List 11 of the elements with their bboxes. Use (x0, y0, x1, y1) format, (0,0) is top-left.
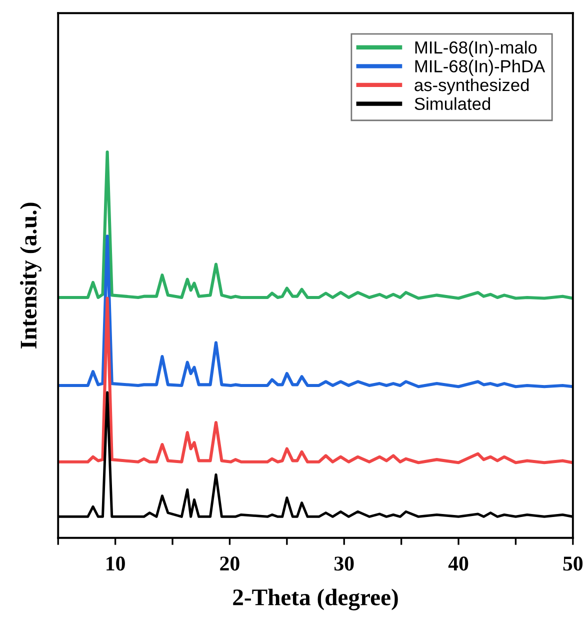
y-axis-title: Intensity (a.u.) (20, 202, 42, 348)
legend-label: MIL-68(In)-malo (415, 40, 537, 58)
x-tick-label: 50 (563, 556, 583, 571)
x-axis-title: 2-Theta (degree) (233, 588, 398, 610)
x-tick-label: 30 (334, 556, 354, 571)
x-tick-label: 40 (448, 556, 468, 571)
x-tick-label: 20 (220, 556, 240, 571)
legend-label: Simulated (414, 97, 490, 110)
legend-label: MIL-68(In)-PhDA (415, 60, 546, 76)
x-tick-label: 10 (106, 556, 125, 571)
legend-label: as-synthesized (414, 78, 529, 95)
